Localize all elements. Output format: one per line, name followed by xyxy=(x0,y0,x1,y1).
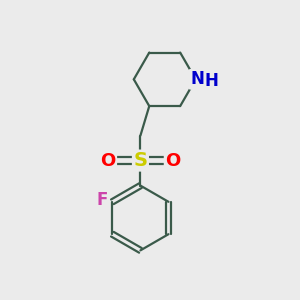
Text: F: F xyxy=(96,191,108,209)
Text: N: N xyxy=(190,70,204,88)
Text: O: O xyxy=(165,152,180,169)
Text: S: S xyxy=(134,151,147,170)
Text: O: O xyxy=(100,152,116,169)
Text: H: H xyxy=(205,72,219,90)
